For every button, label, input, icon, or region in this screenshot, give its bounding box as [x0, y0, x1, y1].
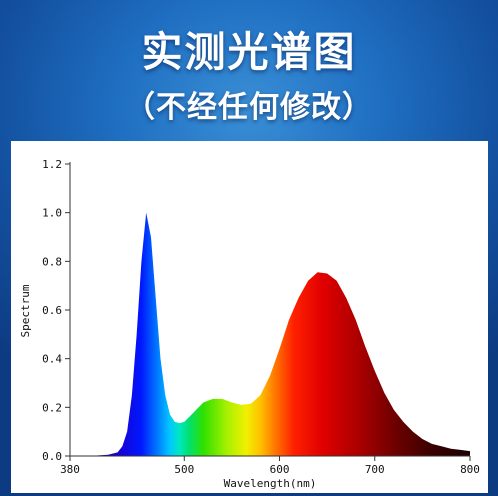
y-tick-label: 0.4	[42, 353, 62, 366]
y-tick-label: 0.6	[42, 304, 62, 317]
y-tick-label: 1.0	[42, 207, 62, 220]
x-tick-label: 800	[460, 463, 480, 476]
page-subtitle: （不经任何修改）	[125, 90, 373, 125]
y-tick-label: 0.0	[42, 450, 62, 463]
x-tick-label: 500	[174, 463, 194, 476]
header: 实测光谱图 （不经任何修改）	[0, 0, 498, 140]
y-tick-label: 0.2	[42, 401, 62, 414]
y-tick-label: 0.8	[42, 255, 62, 268]
x-axis-title: Wavelength(nm)	[224, 477, 317, 490]
plot-area	[70, 212, 470, 456]
x-tick-label: 600	[270, 463, 290, 476]
page-title: 实测光谱图	[141, 28, 357, 76]
chart-panel: 0.0 0.2 0.4 0.6 0.8 1.0 1.2 380 500 600 700 800 Wav…	[11, 141, 488, 493]
y-axis-title: Spectrum	[19, 284, 32, 337]
ticks: 0.0 0.2 0.4 0.6 0.8 1.0 1.2 380 500 600 700 800	[42, 158, 480, 476]
spectrum-area	[70, 212, 470, 456]
x-tick-label: 700	[365, 463, 385, 476]
x-tick-label: 380	[60, 463, 80, 476]
spectrum-chart: 0.0 0.2 0.4 0.6 0.8 1.0 1.2 380 500 600 700 800 Wav…	[19, 158, 480, 490]
y-tick-label: 1.2	[42, 158, 62, 171]
